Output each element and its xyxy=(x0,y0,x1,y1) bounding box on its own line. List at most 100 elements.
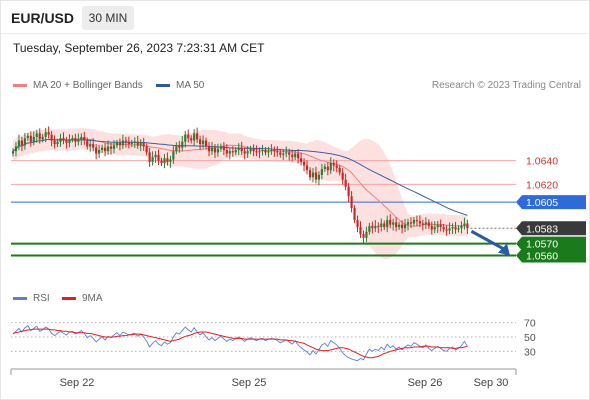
candle-body xyxy=(347,186,350,197)
candle-body xyxy=(252,148,255,152)
candle-body xyxy=(353,208,356,220)
candle-body xyxy=(237,147,240,151)
candle-body xyxy=(178,145,181,148)
last-price-tag-label: 1.0583 xyxy=(526,223,558,235)
candle-body xyxy=(89,144,92,147)
price-levels xyxy=(11,160,516,257)
candle-body xyxy=(210,147,214,152)
candle-body xyxy=(20,140,24,146)
candle-body xyxy=(62,138,65,141)
chart-timestamp: Tuesday, September 26, 2023 7:23:31 AM C… xyxy=(13,41,265,55)
candle-body xyxy=(80,136,83,140)
candle-body xyxy=(311,172,315,178)
candle-body xyxy=(377,225,380,228)
legend-9ma-label: 9MA xyxy=(82,293,103,304)
candle-body xyxy=(151,157,154,162)
candle-body xyxy=(103,147,107,152)
copyright-text: Research © 2023 Trading Central xyxy=(431,80,581,91)
candle-body xyxy=(106,146,110,152)
candle-body xyxy=(267,151,270,153)
candle-body xyxy=(285,152,288,154)
candle-body xyxy=(305,165,309,171)
candle-body xyxy=(442,227,445,230)
candle-body xyxy=(59,138,62,142)
candle-body xyxy=(196,133,199,140)
candle-body xyxy=(228,151,231,154)
rsi-swatch xyxy=(13,297,27,300)
legend-9ma: 9MA xyxy=(62,293,103,304)
candle-body xyxy=(50,134,53,141)
header-divider xyxy=(0,33,590,34)
candle-body xyxy=(362,234,365,238)
candle-body xyxy=(77,139,80,142)
x-tick-label: Sep 30 xyxy=(474,377,509,389)
candle-body xyxy=(412,219,416,224)
resistance-tag-label: 1.0640 xyxy=(526,156,558,168)
candle-body xyxy=(112,145,116,149)
candle-body xyxy=(418,221,421,224)
support-tag-bg xyxy=(516,236,586,251)
candle-body xyxy=(225,150,228,154)
candle-body xyxy=(368,225,371,232)
legend-ma20: MA 20 + Bollinger Bands xyxy=(13,80,143,91)
candle-body xyxy=(457,228,460,230)
forecast-arrow-shaft xyxy=(470,229,504,250)
candle-body xyxy=(53,140,56,145)
timeframe-button[interactable]: 30 MIN xyxy=(82,6,134,30)
candle-body xyxy=(136,141,139,146)
x-tick-label: Sep 25 xyxy=(232,377,267,389)
candle-body xyxy=(279,152,282,155)
candle-body xyxy=(26,135,29,139)
candle-body xyxy=(276,151,279,153)
candle-body xyxy=(261,150,264,152)
candle-body xyxy=(264,150,267,153)
candle-body xyxy=(463,223,466,226)
forecast-arrow-head xyxy=(498,243,510,256)
support-tag-label: 1.0560 xyxy=(526,251,558,263)
ma20-line xyxy=(12,138,468,227)
candle-body xyxy=(326,166,329,171)
candle-body xyxy=(38,133,41,140)
candle-body xyxy=(83,136,86,141)
legend-ma50-label: MA 50 xyxy=(176,80,205,91)
x-tick-label: Sep 22 xyxy=(60,377,95,389)
candle-body xyxy=(291,154,294,158)
ma9-swatch xyxy=(62,297,76,300)
candle-body xyxy=(234,150,237,153)
candle-body xyxy=(294,153,297,158)
candle-body xyxy=(335,165,338,168)
rsi-panel: 70 50 30 xyxy=(11,318,536,362)
ma50-swatch xyxy=(156,84,170,87)
candle-body xyxy=(451,227,454,229)
candle-body xyxy=(374,225,377,229)
rsi-level-label: 50 xyxy=(524,332,536,344)
candle-body xyxy=(243,151,246,154)
candle-body xyxy=(172,151,175,160)
candle-body xyxy=(56,141,59,145)
candle-body xyxy=(187,134,190,139)
candle-body xyxy=(433,227,436,230)
forecast-arrow xyxy=(470,229,510,256)
candle-body xyxy=(323,166,326,169)
candle-body xyxy=(23,138,26,146)
candle-body xyxy=(344,179,347,187)
candle-body xyxy=(255,151,258,153)
legend-rsi: RSI xyxy=(13,293,50,304)
candle-body xyxy=(160,160,163,164)
candle-body xyxy=(415,219,419,222)
rsi-ma9-line xyxy=(12,328,468,359)
candle-body xyxy=(421,223,424,225)
candle-body xyxy=(297,153,300,159)
candle-body xyxy=(41,136,44,140)
candle-body xyxy=(332,163,335,166)
candle-body xyxy=(35,133,38,137)
candle-body xyxy=(317,174,321,180)
candle-body xyxy=(383,223,386,228)
candle-body xyxy=(392,222,395,225)
bollinger-bands xyxy=(13,128,468,260)
candle-body xyxy=(389,219,392,225)
candle-body xyxy=(430,225,433,230)
candle-body xyxy=(314,172,318,180)
